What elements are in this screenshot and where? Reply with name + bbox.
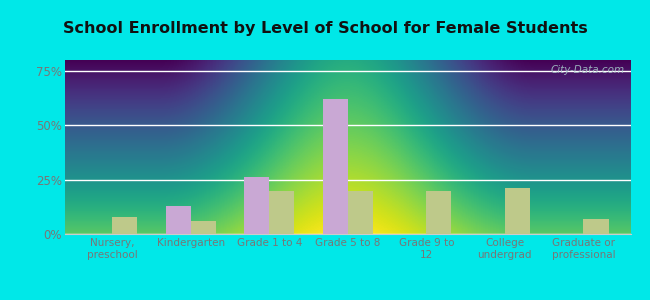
Bar (426, 190, 452, 234)
Text: School Enrollment by Level of School for Female Students: School Enrollment by Level of School for… (62, 21, 588, 36)
Bar (322, 99, 348, 234)
Text: City-Data.com: City-Data.com (551, 65, 625, 75)
Bar (348, 190, 373, 234)
Bar (112, 217, 137, 234)
Bar (244, 177, 269, 234)
Bar (190, 221, 216, 234)
Bar (269, 190, 294, 234)
Bar (166, 206, 190, 234)
Bar (584, 219, 608, 234)
Bar (505, 188, 530, 234)
